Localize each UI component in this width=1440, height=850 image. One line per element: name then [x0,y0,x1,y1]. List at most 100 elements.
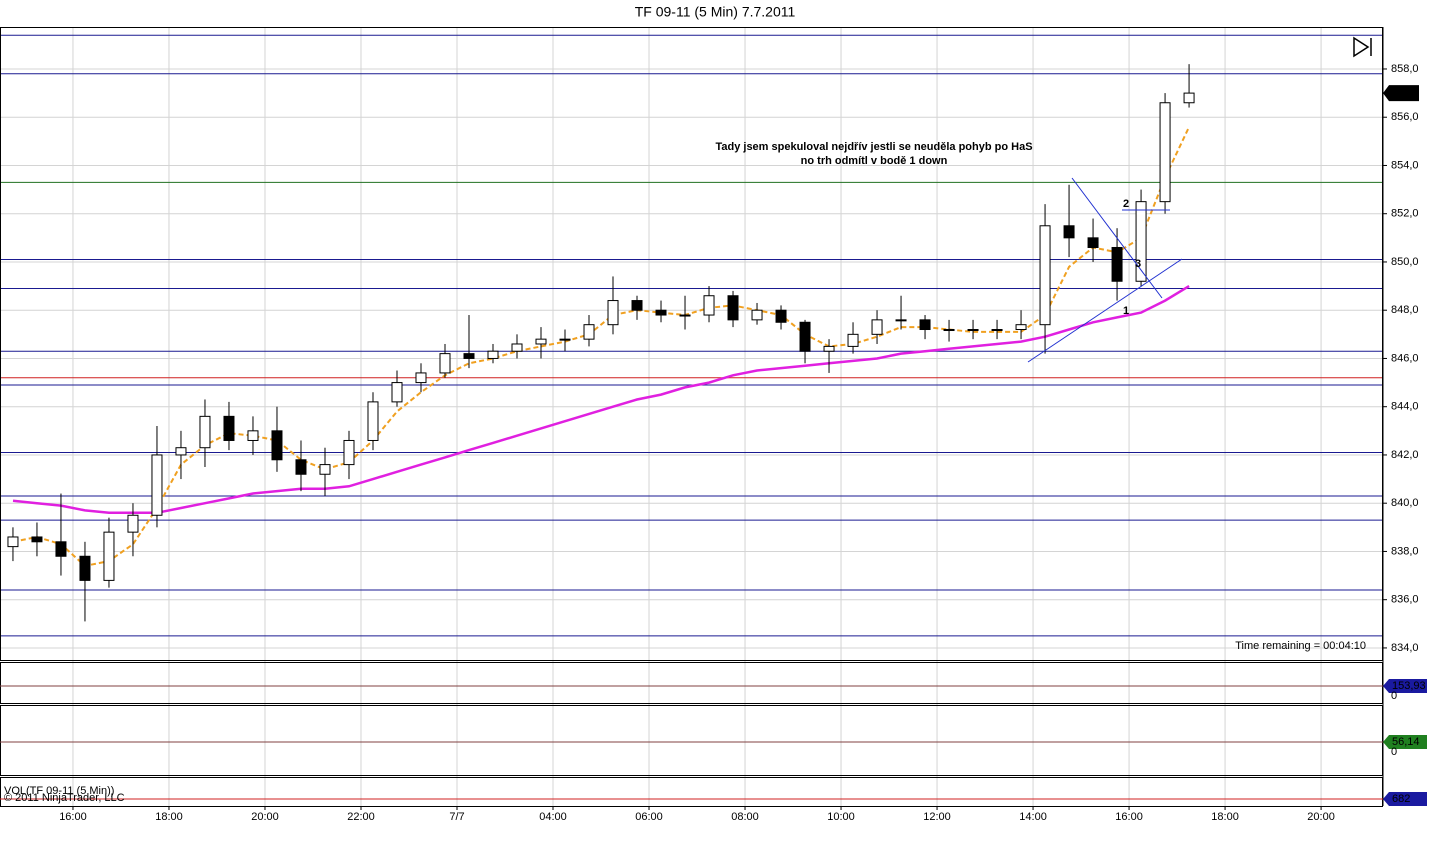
go-to-end-icon[interactable] [1353,36,1372,58]
candle-body [1039,225,1051,326]
candle-body [343,439,355,466]
value-tag-label: 682 [1392,793,1410,805]
copyright: © 2011 NinjaTrader, LLC [4,792,125,804]
value-tag [1383,679,1427,693]
candle-body [535,338,547,345]
y-tick-label: 852,0 [1391,208,1419,220]
candle-body [463,353,475,359]
candle-body [1183,92,1195,104]
candle-body [871,319,883,335]
x-tick-label: 14:00 [1019,811,1047,823]
candle-body [271,430,283,461]
candle-body [847,333,859,347]
candle-body [703,295,715,316]
candle-body [1159,102,1171,203]
x-tick-label: 16:00 [1115,811,1143,823]
moving-average [12,285,1190,515]
candle-body [655,309,667,316]
candle-body [631,300,643,311]
y-tick-label: 844,0 [1391,401,1419,413]
candle-body [511,343,523,352]
y-tick-label: 848,0 [1391,304,1419,316]
candle-body [175,447,187,456]
play-icon[interactable] [1353,36,1370,58]
candle-body [319,464,331,475]
x-tick-label: 18:00 [155,811,183,823]
annotation: Tady jsem spekuloval nejdřív jestli se n… [715,141,1032,153]
y-tick-label: 834,0 [1391,642,1419,654]
candle-body [487,350,499,359]
candle-body [583,324,595,340]
candle-body [223,415,235,441]
y-tick-label: 856,0 [1391,111,1419,123]
candle-body [895,319,907,322]
x-tick-label: 7/7 [449,811,464,823]
y-tick-label: 858,0 [1391,63,1419,75]
x-tick-label: 04:00 [539,811,567,823]
panel-label: VOL(TF 09-11 (5 Min)) [4,785,114,797]
candle-body [247,430,259,441]
annotation: no trh odmítl v bodě 1 down [801,155,948,167]
candle-body [103,531,115,581]
value-tag [1383,792,1427,806]
candle-body [1087,237,1099,248]
candle-body [1135,201,1147,282]
candle-body [943,329,955,332]
grid [0,27,1383,806]
y-tick-label: 850,0 [1391,256,1419,268]
candle-body [967,329,979,332]
candle-body [415,372,427,384]
candle-body [151,454,163,516]
candle-body [127,514,139,533]
y-tick-label: 846,0 [1391,352,1419,364]
panel-tick-label: 0 [1391,690,1397,702]
candle-body [607,300,619,326]
candle-body [823,345,835,352]
trend-lines [1027,177,1183,363]
candle-body [391,382,403,403]
x-tick-label: 12:00 [923,811,951,823]
candle-body [775,309,787,323]
candle-body [439,353,451,374]
candle-body [367,401,379,441]
candle-body [295,459,307,475]
candle-body [1063,225,1075,239]
panel-tick-label: 0 [1391,746,1397,758]
trend-line [1027,258,1183,363]
y-tick-label: 840,0 [1391,497,1419,509]
time-remaining: Time remaining = 00:04:10 [1235,640,1366,652]
candles [7,64,1195,622]
levels [0,34,1383,637]
y-tick-label: 842,0 [1391,449,1419,461]
x-tick-label: 08:00 [731,811,759,823]
value-tag-label: 56,14 [1392,736,1420,748]
axes: 834,0 836,0 838,0 840,0 842,0 844,0 846,0 848,0… [59,63,1419,823]
candle-body [991,329,1003,332]
price-tag [1383,85,1419,102]
point-label: 3 [1135,258,1141,270]
candle-body [679,314,691,317]
panel-frames [0,27,1384,807]
value-tag [1383,735,1427,749]
trend-line [1071,177,1163,299]
candle-body [727,295,739,321]
candle-body [79,555,91,581]
candle-body [919,319,931,331]
x-tick-label: 16:00 [59,811,87,823]
candle-body [7,536,19,548]
price-tag-label: 856,9 [1391,87,1419,99]
value-tag-label: 153,93 [1392,680,1426,692]
y-tick-label: 836,0 [1391,594,1419,606]
point-label: 1 [1123,305,1129,317]
candle-body [31,536,43,543]
x-tick-label: 10:00 [827,811,855,823]
candle-body [751,309,763,321]
x-tick-label: 22:00 [347,811,375,823]
x-tick-label: 20:00 [1307,811,1335,823]
chart-title: TF 09-11 (5 Min) 7.7.2011 [635,4,796,20]
candle-body [1111,246,1123,282]
x-tick-label: 06:00 [635,811,663,823]
